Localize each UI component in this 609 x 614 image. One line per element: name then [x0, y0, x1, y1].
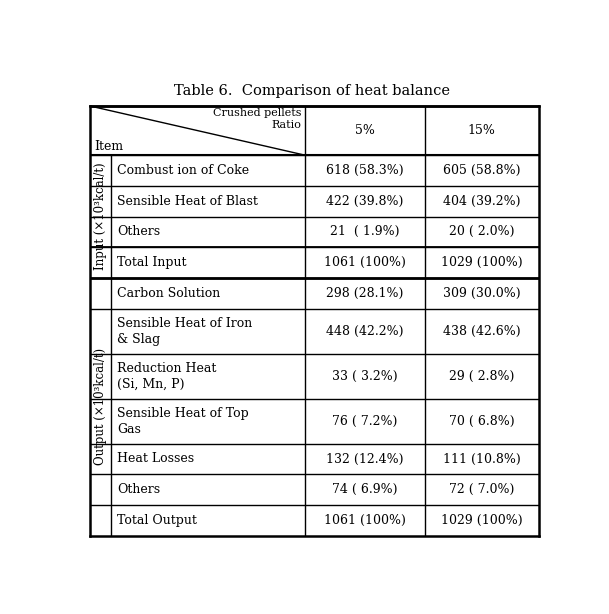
Text: Carbon Solution: Carbon Solution — [117, 287, 220, 300]
Text: 422 (39.8%): 422 (39.8%) — [326, 195, 404, 208]
Text: 1029 (100%): 1029 (100%) — [441, 514, 523, 527]
Text: 298 (28.1%): 298 (28.1%) — [326, 287, 404, 300]
Text: Sensible Heat of Iron
& Slag: Sensible Heat of Iron & Slag — [117, 317, 253, 346]
Text: 618 (58.3%): 618 (58.3%) — [326, 164, 404, 177]
Text: Total Input: Total Input — [117, 256, 187, 269]
Text: Reduction Heat
(Si, Mn, P): Reduction Heat (Si, Mn, P) — [117, 362, 217, 391]
Text: 132 (12.4%): 132 (12.4%) — [326, 453, 404, 465]
Text: 1029 (100%): 1029 (100%) — [441, 256, 523, 269]
Text: 74 ( 6.9%): 74 ( 6.9%) — [332, 483, 398, 496]
Text: Heat Losses: Heat Losses — [117, 453, 194, 465]
Text: 72 ( 7.0%): 72 ( 7.0%) — [449, 483, 515, 496]
Text: 1061 (100%): 1061 (100%) — [324, 256, 406, 269]
Text: 15%: 15% — [468, 124, 496, 137]
Text: 1061 (100%): 1061 (100%) — [324, 514, 406, 527]
Text: 76 ( 7.2%): 76 ( 7.2%) — [332, 414, 398, 427]
Text: Sensible Heat of Blast: Sensible Heat of Blast — [117, 195, 258, 208]
Text: 309 (30.0%): 309 (30.0%) — [443, 287, 521, 300]
Text: 111 (10.8%): 111 (10.8%) — [443, 453, 521, 465]
Text: Sensible Heat of Top
Gas: Sensible Heat of Top Gas — [117, 406, 249, 435]
Text: Combust ion of Coke: Combust ion of Coke — [117, 164, 249, 177]
Text: 404 (39.2%): 404 (39.2%) — [443, 195, 521, 208]
Text: 21  ( 1.9%): 21 ( 1.9%) — [330, 225, 400, 238]
Text: Table 6.  Comparison of heat balance: Table 6. Comparison of heat balance — [174, 85, 449, 98]
Text: Item: Item — [94, 140, 123, 153]
Text: Others: Others — [117, 483, 160, 496]
Text: Total Output: Total Output — [117, 514, 197, 527]
Text: Others: Others — [117, 225, 160, 238]
Text: 29 ( 2.8%): 29 ( 2.8%) — [449, 370, 515, 383]
Text: Crushed pellets
Ratio: Crushed pellets Ratio — [213, 108, 301, 130]
Text: 605 (58.8%): 605 (58.8%) — [443, 164, 521, 177]
Text: 20 ( 2.0%): 20 ( 2.0%) — [449, 225, 515, 238]
Text: 438 (42.6%): 438 (42.6%) — [443, 325, 521, 338]
Text: 33 ( 3.2%): 33 ( 3.2%) — [332, 370, 398, 383]
Text: 70 ( 6.8%): 70 ( 6.8%) — [449, 414, 515, 427]
Text: 448 (42.2%): 448 (42.2%) — [326, 325, 404, 338]
Text: 5%: 5% — [355, 124, 375, 137]
Text: Output (×10³kcal/t): Output (×10³kcal/t) — [94, 348, 107, 465]
Text: Input (×10³kcal/t): Input (×10³kcal/t) — [94, 163, 107, 270]
